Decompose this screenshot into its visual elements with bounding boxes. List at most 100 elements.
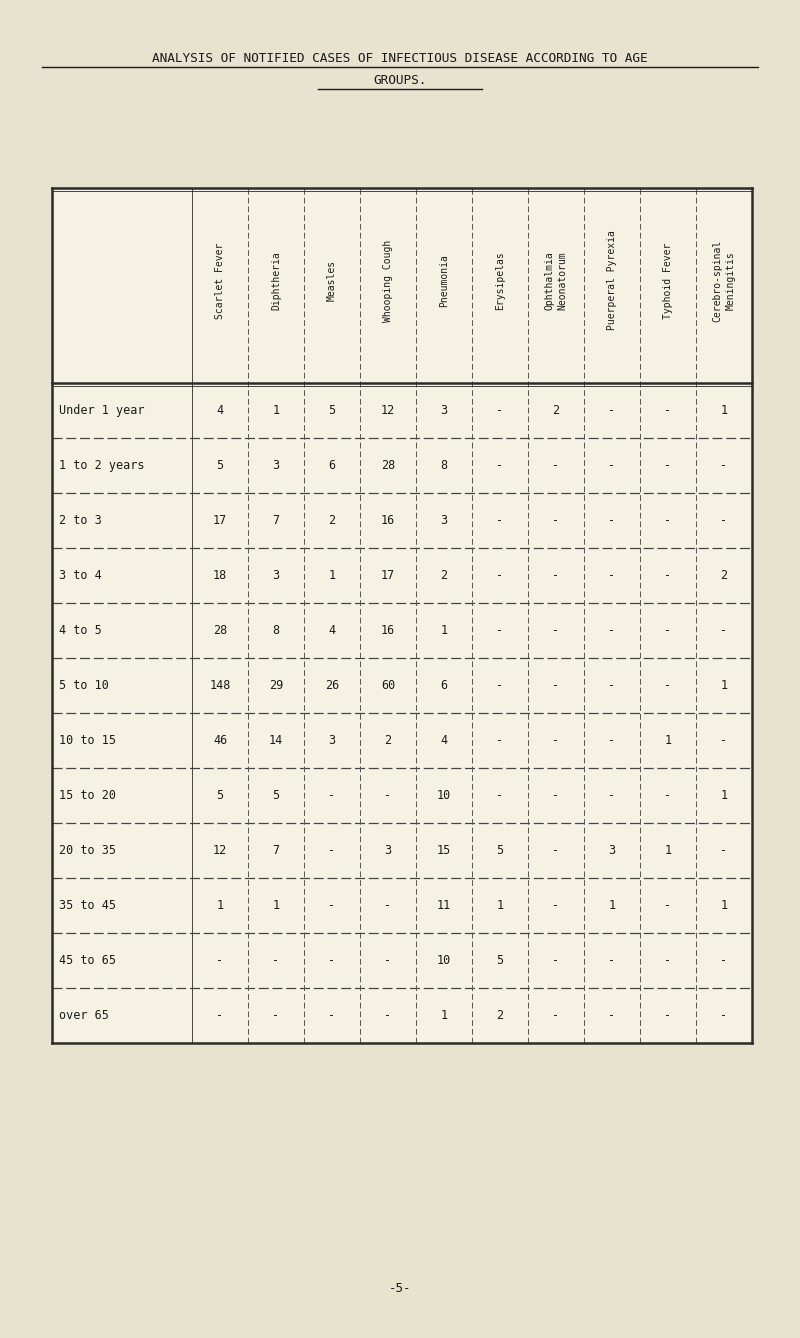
Text: -: - [329, 899, 335, 913]
Text: -: - [385, 789, 391, 801]
Text: -: - [497, 404, 503, 417]
Text: 29: 29 [269, 678, 283, 692]
Text: ANALYSIS OF NOTIFIED CASES OF INFECTIOUS DISEASE ACCORDING TO AGE: ANALYSIS OF NOTIFIED CASES OF INFECTIOUS… [152, 51, 648, 64]
Text: -: - [609, 624, 615, 637]
Text: 14: 14 [269, 735, 283, 747]
Text: -: - [217, 954, 223, 967]
Text: 8: 8 [441, 459, 447, 472]
Text: 3: 3 [385, 844, 391, 858]
Text: Typhoid Fever: Typhoid Fever [663, 242, 673, 318]
Text: -: - [329, 954, 335, 967]
Text: 2: 2 [721, 569, 727, 582]
Text: 4: 4 [217, 404, 223, 417]
Text: 4: 4 [329, 624, 335, 637]
Text: 7: 7 [273, 844, 279, 858]
Text: -: - [497, 789, 503, 801]
Text: -: - [553, 954, 559, 967]
Text: -: - [553, 844, 559, 858]
Text: 26: 26 [325, 678, 339, 692]
Text: -: - [609, 459, 615, 472]
Text: 8: 8 [273, 624, 279, 637]
Text: 12: 12 [213, 844, 227, 858]
Text: 15 to 20: 15 to 20 [59, 789, 116, 801]
Text: Cerebro-spinal
Meningitis: Cerebro-spinal Meningitis [713, 240, 735, 321]
Text: Erysipelas: Erysipelas [495, 252, 505, 310]
Text: 28: 28 [381, 459, 395, 472]
Text: 5: 5 [273, 789, 279, 801]
Text: 5: 5 [497, 954, 503, 967]
Text: -: - [665, 404, 671, 417]
Text: Whooping Cough: Whooping Cough [383, 240, 393, 321]
Text: -: - [609, 789, 615, 801]
Text: 12: 12 [381, 404, 395, 417]
Text: 1 to 2 years: 1 to 2 years [59, 459, 145, 472]
Text: -: - [721, 844, 727, 858]
Text: -: - [721, 735, 727, 747]
Text: 60: 60 [381, 678, 395, 692]
Text: 18: 18 [213, 569, 227, 582]
Text: GROUPS.: GROUPS. [374, 74, 426, 87]
Text: 16: 16 [381, 624, 395, 637]
Text: 45 to 65: 45 to 65 [59, 954, 116, 967]
Text: -: - [609, 735, 615, 747]
Text: 5 to 10: 5 to 10 [59, 678, 109, 692]
Text: 5: 5 [329, 404, 335, 417]
Text: 16: 16 [381, 514, 395, 527]
Text: -: - [609, 404, 615, 417]
Text: -: - [721, 514, 727, 527]
Text: -: - [329, 789, 335, 801]
Text: -: - [497, 735, 503, 747]
Text: 10: 10 [437, 954, 451, 967]
Text: 1: 1 [721, 404, 727, 417]
Text: -: - [553, 678, 559, 692]
Text: -: - [553, 789, 559, 801]
Text: 1: 1 [441, 1009, 447, 1022]
Text: 1: 1 [721, 789, 727, 801]
Text: Pneumonia: Pneumonia [439, 254, 449, 306]
Text: 148: 148 [210, 678, 230, 692]
Text: 1: 1 [441, 624, 447, 637]
Text: -: - [665, 569, 671, 582]
Text: -: - [721, 1009, 727, 1022]
Text: 28: 28 [213, 624, 227, 637]
Text: 10 to 15: 10 to 15 [59, 735, 116, 747]
Text: 10: 10 [437, 789, 451, 801]
Text: -: - [553, 569, 559, 582]
Text: Under 1 year: Under 1 year [59, 404, 145, 417]
Text: -: - [609, 1009, 615, 1022]
Text: 5: 5 [497, 844, 503, 858]
Text: -: - [609, 678, 615, 692]
Text: -: - [721, 624, 727, 637]
Text: -: - [665, 678, 671, 692]
Text: -: - [553, 514, 559, 527]
Text: -: - [609, 514, 615, 527]
Text: 2: 2 [553, 404, 559, 417]
Text: 6: 6 [329, 459, 335, 472]
Text: 5: 5 [217, 459, 223, 472]
Text: -: - [497, 459, 503, 472]
Text: -: - [329, 1009, 335, 1022]
Text: -: - [329, 844, 335, 858]
Text: 2: 2 [385, 735, 391, 747]
Text: 1: 1 [665, 844, 671, 858]
Text: -: - [497, 624, 503, 637]
Text: -: - [665, 954, 671, 967]
Text: -: - [665, 789, 671, 801]
Text: -: - [497, 569, 503, 582]
Text: Measles: Measles [327, 260, 337, 301]
Text: -: - [609, 569, 615, 582]
Text: 20 to 35: 20 to 35 [59, 844, 116, 858]
Text: -: - [385, 1009, 391, 1022]
Text: 4 to 5: 4 to 5 [59, 624, 102, 637]
Text: 46: 46 [213, 735, 227, 747]
Text: -: - [497, 678, 503, 692]
Text: 2 to 3: 2 to 3 [59, 514, 102, 527]
Text: 15: 15 [437, 844, 451, 858]
Text: 1: 1 [217, 899, 223, 913]
Text: 35 to 45: 35 to 45 [59, 899, 116, 913]
Text: 3: 3 [273, 459, 279, 472]
Text: 1: 1 [329, 569, 335, 582]
Text: 1: 1 [721, 678, 727, 692]
Text: -: - [665, 459, 671, 472]
Text: -: - [273, 954, 279, 967]
